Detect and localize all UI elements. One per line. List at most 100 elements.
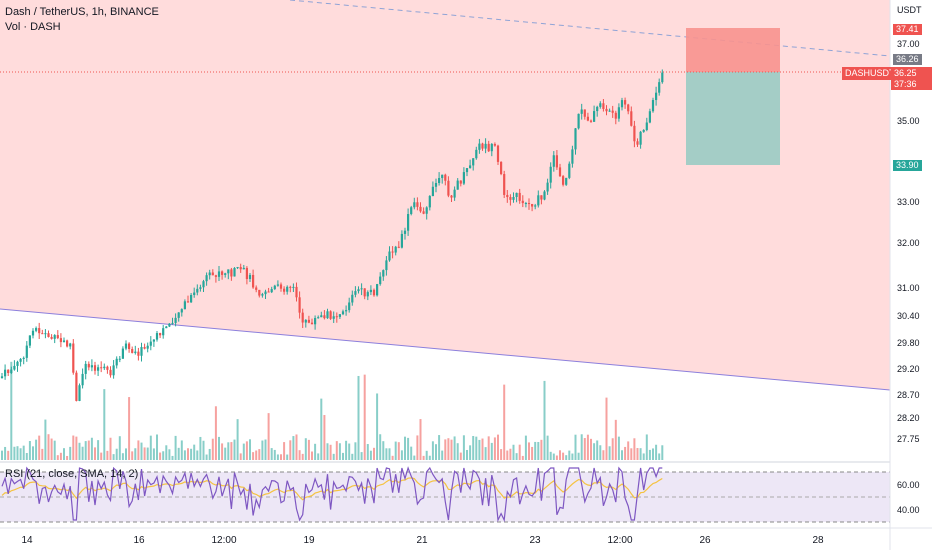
chart-title[interactable]: Dash / TetherUS, 1h, BINANCE	[5, 6, 159, 18]
time-tick: 12:00	[607, 535, 633, 546]
volume-bar	[376, 393, 379, 460]
candle-body	[369, 289, 372, 293]
candle-body	[292, 286, 295, 288]
candle-body	[459, 180, 462, 184]
candle-body	[620, 100, 624, 108]
candle-body	[562, 176, 565, 185]
volume-bar	[134, 448, 137, 460]
volume-bar	[81, 446, 84, 460]
candle-body	[555, 155, 558, 168]
candle-body	[131, 349, 134, 353]
volume-bar	[354, 442, 357, 460]
volume-bar	[205, 454, 208, 460]
candle-body	[236, 267, 239, 269]
candle-body	[372, 289, 376, 296]
candle-body	[611, 110, 614, 113]
time-tick: 14	[21, 535, 33, 546]
candle-body	[627, 104, 630, 112]
volume-bar	[633, 438, 636, 460]
volume-bar	[156, 434, 158, 460]
volume-bar	[90, 437, 93, 460]
volume-bar	[555, 455, 558, 460]
volume-bar	[481, 438, 484, 460]
support-line[interactable]	[0, 308, 891, 391]
candle-body	[19, 358, 22, 362]
volume-bar	[360, 452, 363, 460]
candle-body	[211, 272, 214, 276]
volume-bar	[221, 443, 224, 460]
volume-bar	[515, 453, 518, 460]
volume-bar	[22, 445, 25, 460]
candle-body	[651, 100, 655, 112]
candle-body	[137, 351, 140, 356]
time-tick: 21	[416, 535, 428, 546]
volume-legend[interactable]: Vol · DASH	[5, 21, 61, 33]
volume-bar	[236, 419, 239, 460]
candle-body	[171, 322, 174, 324]
volume-bar	[78, 442, 81, 460]
candle-body	[258, 289, 261, 296]
candle-body	[633, 125, 636, 142]
volume-bar	[630, 448, 633, 460]
time-tick: 16	[133, 535, 145, 546]
volume-bar	[528, 442, 530, 460]
volume-bar	[583, 438, 586, 460]
volume-bar	[407, 437, 410, 460]
candle-body	[298, 297, 301, 313]
volume-bar	[444, 439, 447, 460]
resistance-line[interactable]	[289, 0, 891, 57]
volume-bar	[506, 450, 509, 460]
candle-body	[323, 315, 326, 319]
candle-body	[481, 143, 484, 149]
volume-bar	[509, 448, 512, 460]
candle-body	[75, 372, 78, 401]
volume-bar	[419, 419, 422, 460]
volume-bar	[565, 455, 568, 460]
candle-body	[360, 288, 363, 290]
candle-body	[351, 294, 354, 303]
volume-bar	[298, 450, 301, 460]
volume-bar	[478, 439, 481, 460]
rsi-legend[interactable]: RSI (21, close, SMA, 14, 2)	[5, 468, 139, 480]
volume-bar	[636, 448, 639, 460]
volume-bar	[317, 453, 320, 460]
candles[interactable]	[0, 69, 664, 402]
volume-bar	[280, 454, 282, 460]
volume-bar	[128, 397, 131, 460]
candle-body	[531, 204, 534, 207]
candle-body	[301, 312, 304, 323]
candle-body	[4, 369, 7, 377]
volume-bar	[624, 446, 627, 460]
candle-body	[196, 288, 199, 293]
candle-body	[462, 172, 465, 184]
candle-body	[379, 276, 382, 285]
candle-body	[394, 246, 397, 253]
volume-bar	[230, 442, 233, 460]
candle-body	[10, 369, 13, 374]
candle-body	[177, 312, 180, 318]
candle-body	[558, 167, 562, 177]
stop-loss-zone[interactable]	[686, 28, 780, 72]
volume-bars	[1, 361, 664, 460]
candle-body	[391, 251, 394, 253]
candle-body	[602, 103, 605, 109]
volume-bar	[16, 446, 19, 460]
candle-body	[273, 285, 276, 290]
volume-bar	[456, 443, 459, 460]
candle-body	[438, 178, 441, 184]
volume-bar	[605, 397, 608, 460]
volume-bar	[208, 448, 211, 460]
candle-body	[140, 347, 143, 356]
volume-bar	[292, 436, 295, 460]
volume-bar	[214, 406, 217, 460]
candle-body	[537, 195, 540, 206]
candle-body	[221, 271, 224, 275]
candle-body	[128, 343, 131, 350]
volume-bar	[326, 443, 329, 460]
volume-bar	[531, 446, 534, 460]
volume-bar	[453, 436, 456, 460]
take-profit-zone[interactable]	[686, 72, 780, 165]
candle-body	[407, 214, 410, 231]
candle-body	[410, 207, 413, 215]
